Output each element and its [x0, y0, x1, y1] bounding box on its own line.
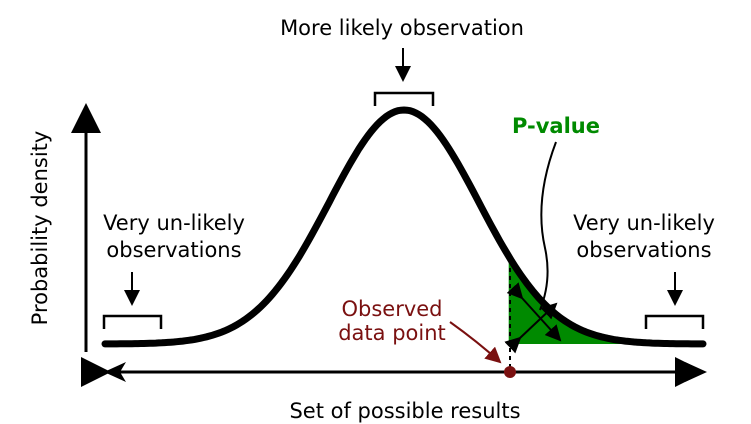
left-label-line1: Very un-likely [103, 211, 245, 235]
right-bracket [644, 314, 705, 329]
right-label-line2: observations [576, 238, 711, 262]
p-value-label: P-value [512, 114, 600, 138]
bell-curve [101, 106, 707, 348]
observed-label-line2: data point [338, 321, 446, 345]
x-axis-label: Set of possible results [289, 399, 520, 423]
p-value-pointer [539, 141, 557, 311]
x-axis-right-arrowhead [685, 362, 707, 382]
observed-data-point [504, 366, 516, 378]
x-axis-left-arrowhead [104, 362, 126, 382]
left-bracket [102, 314, 163, 329]
top-label: More likely observation [280, 16, 524, 40]
left-label-line2: observations [106, 238, 241, 262]
y-axis-label: Probability density [28, 131, 52, 326]
observed-label-line1: Observed [341, 297, 442, 321]
observed-pointer-arrow [449, 321, 502, 364]
p-value-area-arrow-2 [504, 302, 558, 354]
top-bracket [373, 91, 435, 106]
right-label-line1: Very un-likely [573, 211, 715, 235]
